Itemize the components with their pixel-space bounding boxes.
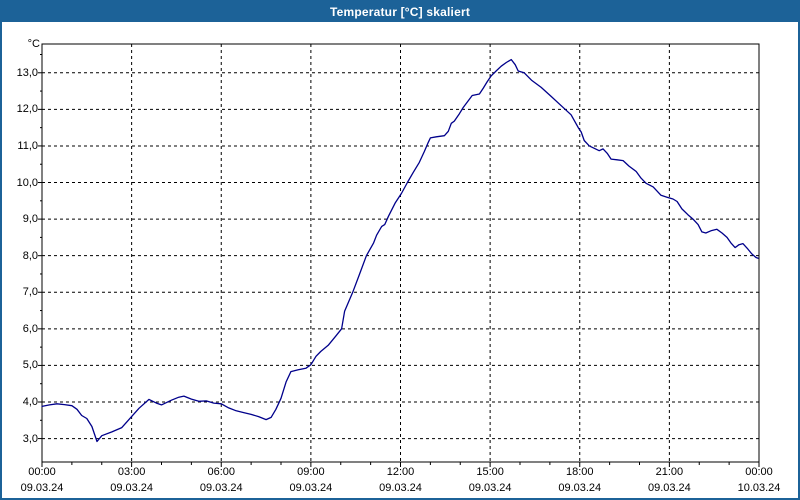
y-axis-label: 7,0 xyxy=(22,286,38,299)
temperature-line xyxy=(41,58,759,443)
x-axis-date-label: 09.03.24 xyxy=(647,482,691,494)
x-axis-time-label: 21:00 xyxy=(655,466,684,478)
y-axis-label: 4,0 xyxy=(22,396,38,408)
x-axis-time-label: 15:00 xyxy=(476,466,504,478)
y-axis-label: 3,0 xyxy=(22,432,38,445)
y-axis-unit-label: °C xyxy=(27,38,40,50)
x-axis-time-label: 03:00 xyxy=(117,466,146,478)
window-title: Temperatur [°C] skaliert xyxy=(329,5,471,19)
y-axis-label: 9,0 xyxy=(22,213,38,226)
x-axis-date-label: 09.03.24 xyxy=(379,482,422,494)
x-axis-time-label: 00:00 xyxy=(745,466,773,478)
x-axis-date-label: 09.03.24 xyxy=(468,482,512,494)
x-axis-date-label: 09.03.24 xyxy=(199,482,243,494)
plot-frame xyxy=(41,43,760,463)
x-axis-date-label: 09.03.24 xyxy=(558,482,602,494)
x-axis-time-label: 06:00 xyxy=(207,466,236,478)
window-title-bar[interactable]: Temperatur [°C] skaliert xyxy=(2,2,798,22)
y-axis-label: 12,0 xyxy=(16,103,38,116)
y-axis-label: 8,0 xyxy=(22,249,38,262)
x-axis-time-label: 18:00 xyxy=(565,466,594,478)
y-axis-label: 11,0 xyxy=(17,139,38,152)
x-axis-time-label: 00:00 xyxy=(28,466,56,478)
y-axis-label: 6,0 xyxy=(22,322,38,335)
x-axis-date-label: 09.03.24 xyxy=(289,482,333,494)
x-axis-date-label: 09.03.24 xyxy=(20,482,64,494)
x-axis-date-label: 09.03.24 xyxy=(110,482,154,494)
y-axis-label: 13,0 xyxy=(16,66,38,79)
x-axis-time-label: 12:00 xyxy=(386,466,415,478)
x-axis-time-label: 09:00 xyxy=(297,466,325,478)
y-axis-label: 10,0 xyxy=(16,176,38,189)
y-axis-label: 5,0 xyxy=(22,359,38,372)
x-axis-date-label: 10.03.24 xyxy=(737,482,781,494)
